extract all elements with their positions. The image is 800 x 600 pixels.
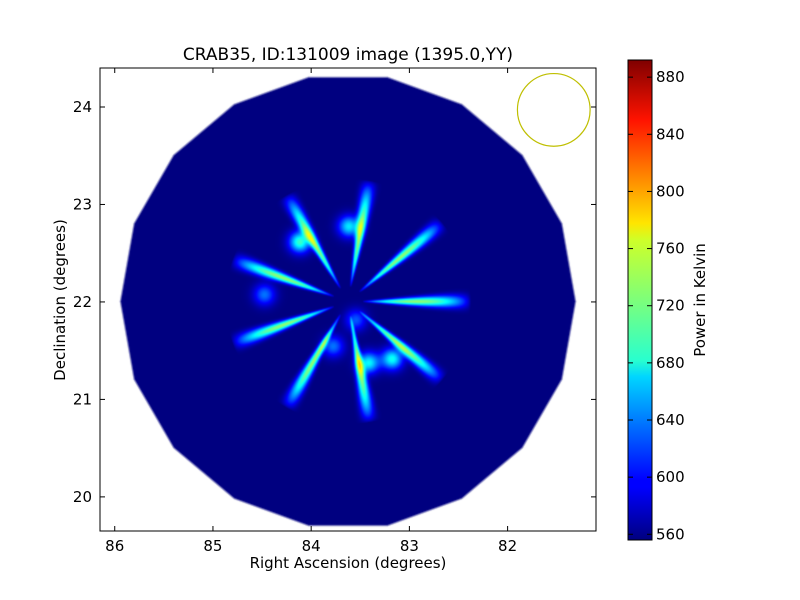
colorbar-tick-label: 560 bbox=[656, 525, 685, 543]
colorbar-tick-label: 720 bbox=[656, 297, 685, 315]
colorbar-tick-label: 840 bbox=[656, 125, 685, 143]
plot-frame bbox=[99, 67, 597, 532]
beam-circle bbox=[516, 72, 591, 147]
y-tick-label: 21 bbox=[73, 390, 92, 408]
colorbar-tick-label: 680 bbox=[656, 354, 685, 372]
x-tick-label: 86 bbox=[105, 537, 124, 555]
x-tick-label: 84 bbox=[302, 537, 321, 555]
heatmap-raster bbox=[100, 68, 596, 531]
x-tick-label: 83 bbox=[400, 537, 419, 555]
x-tick-label: 85 bbox=[203, 537, 222, 555]
y-tick-label: 24 bbox=[73, 98, 92, 116]
x-tick-label: 82 bbox=[498, 537, 517, 555]
colorbar-tick-label: 800 bbox=[656, 182, 685, 200]
y-tick-label: 22 bbox=[73, 293, 92, 311]
colorbar-label: Power in Kelvin bbox=[691, 243, 709, 357]
chart-title: CRAB35, ID:131009 image (1395.0,YY) bbox=[183, 45, 513, 65]
colorbar-tick-label: 760 bbox=[656, 240, 685, 258]
colorbar-tick-label: 880 bbox=[656, 68, 685, 86]
y-tick-label: 20 bbox=[73, 488, 92, 506]
colorbar-tick-label: 600 bbox=[656, 468, 685, 486]
colorbar-ticks: 560 600 640 680 720 760 800 840 880 bbox=[628, 68, 685, 543]
y-axis-label: Declination (degrees) bbox=[51, 219, 69, 381]
colorbar bbox=[627, 59, 653, 541]
heatmap-image bbox=[100, 68, 596, 531]
colorbar-tick-label: 640 bbox=[656, 411, 685, 429]
y-tick-label: 23 bbox=[73, 195, 92, 213]
x-axis-ticks: 86 85 84 83 82 bbox=[105, 68, 517, 555]
y-axis-ticks: 20 21 22 23 24 bbox=[73, 98, 596, 506]
x-axis-label: Right Ascension (degrees) bbox=[250, 554, 447, 572]
